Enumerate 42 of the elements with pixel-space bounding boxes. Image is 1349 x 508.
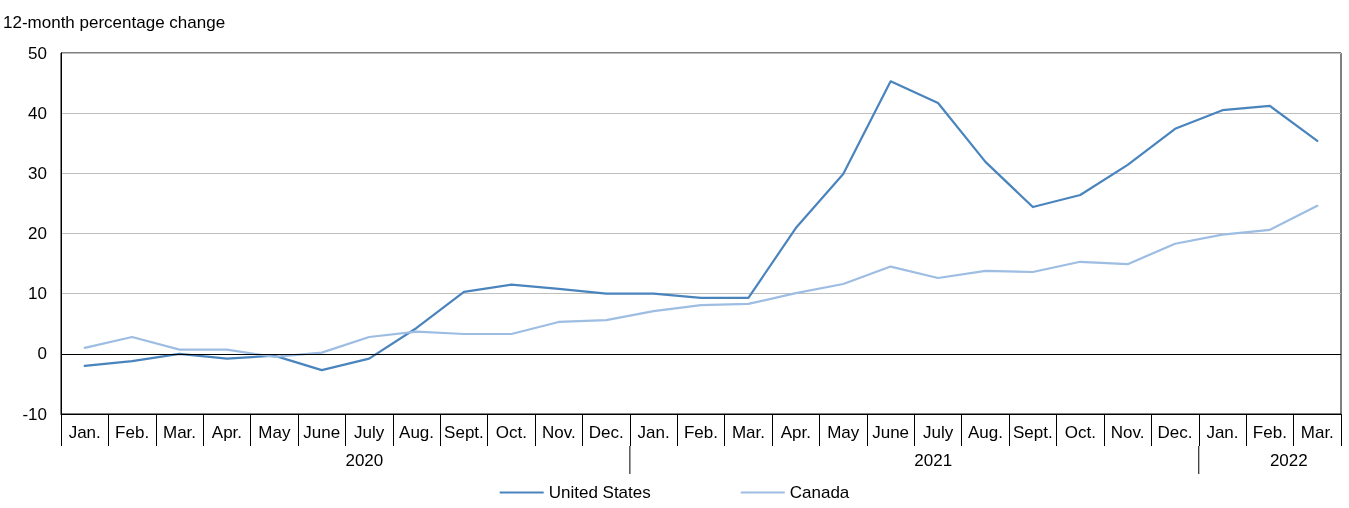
legend-label: United States: [548, 483, 651, 502]
x-tick-label: June: [872, 423, 910, 442]
x-tick-label: Feb.: [683, 423, 719, 442]
x-tick-label: Oct.: [495, 423, 527, 442]
x-tick-label: Aug.: [399, 423, 435, 442]
y-tick-label: 40: [28, 103, 47, 123]
x-tick-label: Nov.: [1110, 423, 1145, 442]
y-tick-label: 10: [28, 284, 47, 304]
y-tick-label: 20: [28, 224, 47, 243]
y-axis-title: 12-month percentage change: [3, 13, 226, 32]
y-tick-label: 50: [28, 43, 47, 63]
line-series: [83, 204, 1319, 358]
x-tick-label: Mar.: [731, 423, 765, 442]
x-tick-label: Mar.: [1300, 423, 1334, 442]
legend-label: Canada: [789, 483, 850, 502]
x-tick-label: June: [303, 423, 341, 442]
line-series: [83, 80, 1319, 372]
x-tick-label: Dec.: [588, 423, 624, 442]
y-tick-label: -10: [22, 404, 47, 424]
x-tick-label: Sept.: [1013, 423, 1053, 442]
x-tick-label: Jan.: [637, 423, 670, 442]
x-tick-label: July: [922, 423, 954, 442]
x-tick-label: Apr.: [211, 423, 243, 442]
x-tick-label: Sept.: [444, 423, 484, 442]
x-tick-label: Oct.: [1064, 423, 1096, 442]
x-tick-label: May: [258, 423, 291, 442]
x-tick-label: Mar.: [162, 423, 197, 442]
x-tick-label: Jan.: [68, 423, 101, 442]
x-tick-label: Feb.: [1252, 423, 1287, 442]
x-tick-label: July: [354, 423, 385, 442]
text: 2021: [914, 451, 953, 470]
text: 2020: [345, 451, 384, 470]
x-tick-label: Dec.: [1157, 423, 1193, 442]
x-tick-label: Jan.: [1206, 423, 1239, 442]
x-tick-label: Feb.: [115, 423, 150, 442]
y-tick-label: 30: [28, 163, 47, 183]
y-tick-label: 0: [37, 344, 47, 364]
text: 2022: [1269, 451, 1308, 470]
x-tick-label: May: [827, 423, 860, 442]
x-tick-label: Aug.: [967, 423, 1003, 442]
x-tick-label: Nov.: [541, 423, 576, 442]
x-tick-label: Apr.: [780, 423, 811, 442]
